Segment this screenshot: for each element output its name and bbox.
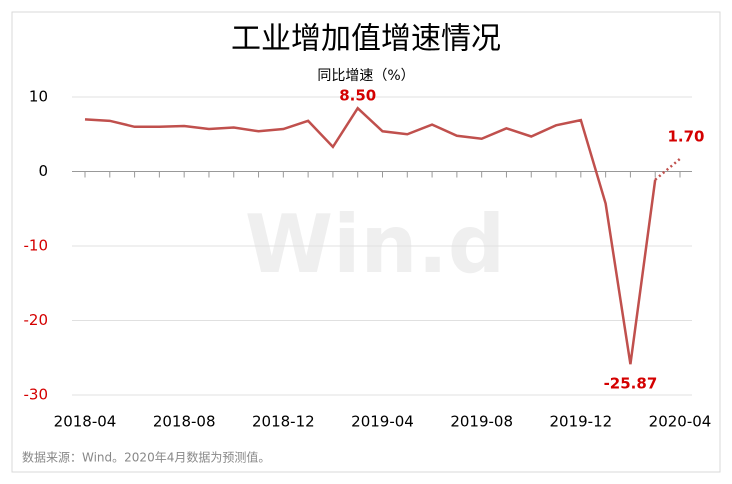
footnote: 数据来源：Wind。2020年4月数据为预测值。 (22, 450, 270, 465)
y-tick-label: -20 (24, 311, 49, 329)
x-tick-label: 2018-04 (54, 413, 117, 431)
chart-subtitle: 同比增速（%） (317, 68, 414, 84)
y-tick-label: -10 (24, 237, 49, 255)
x-tick-label: 2018-08 (153, 413, 216, 431)
x-tick-label: 2019-12 (549, 413, 612, 431)
y-tick-label: 0 (38, 162, 48, 180)
projected-line (654, 157, 681, 181)
x-tick-label: 2020-04 (649, 413, 712, 431)
x-tick-label: 2019-08 (450, 413, 513, 431)
x-tick-label: 2019-04 (351, 413, 414, 431)
watermark: Win.d (245, 198, 505, 291)
data-line (84, 106, 657, 365)
x-tick-label: 2018-12 (252, 413, 315, 431)
y-tick-label: 10 (29, 88, 48, 106)
data-label: 1.70 (667, 127, 704, 145)
y-tick-label: -30 (24, 386, 49, 404)
data-label: -25.87 (604, 375, 658, 393)
chart-title: 工业增加值增速情况 (231, 22, 501, 57)
data-label: 8.50 (339, 87, 376, 105)
